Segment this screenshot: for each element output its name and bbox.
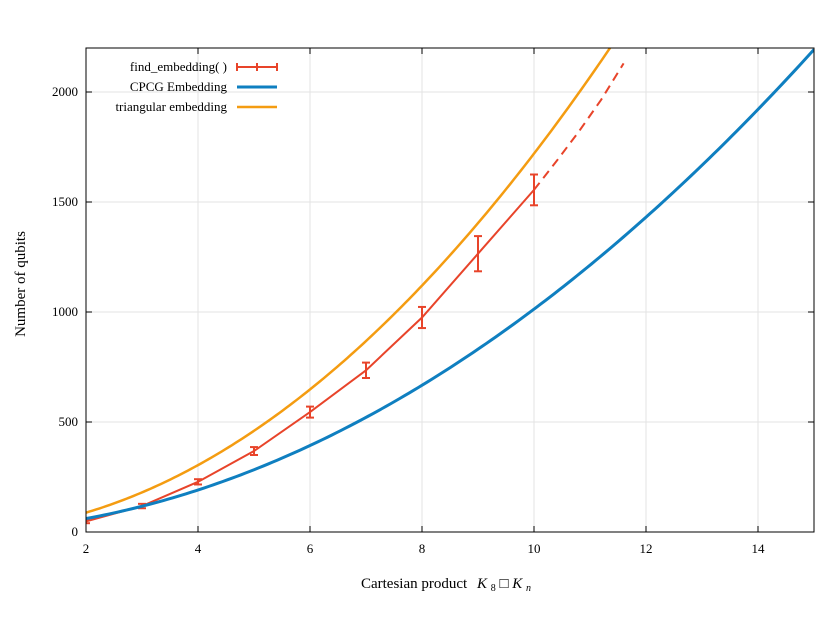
data-series <box>86 48 814 525</box>
series-curve-1 <box>86 48 814 521</box>
x-tick-label-12: 12 <box>640 541 653 556</box>
plot-frame <box>85 47 815 533</box>
x-tick-label-4: 4 <box>195 541 202 556</box>
y-tick-label-2000: 2000 <box>52 84 78 99</box>
grid-lines <box>86 48 814 532</box>
x-axis-title: Cartesian product K 8 □ K n <box>361 576 531 595</box>
legend-label-triangular: triangular embedding <box>115 99 227 114</box>
y-tick-label-500: 500 <box>59 414 79 429</box>
x-tick-label-10: 10 <box>528 541 541 556</box>
legend: find_embedding( ) CPCG Embedding triangu… <box>115 59 278 114</box>
x-axis-title-sub2: n <box>526 583 531 594</box>
y-tick-label-1500: 1500 <box>52 194 78 209</box>
x-axis-title-k2: K <box>511 576 523 592</box>
x-tick-label-14: 14 <box>752 541 766 556</box>
x-axis-title-sub1: 8 <box>491 583 496 594</box>
series-extrapolation-0 <box>533 62 625 191</box>
x-tick-label-2: 2 <box>83 541 90 556</box>
x-axis-title-op: □ <box>499 576 508 592</box>
axis-ticks: 2 4 6 8 10 12 14 0 500 1000 1500 2000 <box>52 48 814 556</box>
y-tick-label-1000: 1000 <box>52 304 78 319</box>
y-axis-title: Number of qubits <box>13 231 29 337</box>
legend-label-cpcg: CPCG Embedding <box>130 79 228 94</box>
y-tick-label-0: 0 <box>72 524 79 539</box>
x-axis-title-prefix: Cartesian product <box>361 576 468 592</box>
legend-label-find-embedding: find_embedding( ) <box>130 59 227 74</box>
x-tick-label-8: 8 <box>419 541 426 556</box>
x-axis-title-k: K <box>476 576 488 592</box>
x-tick-label-6: 6 <box>307 541 314 556</box>
series-curve-2 <box>86 48 612 514</box>
